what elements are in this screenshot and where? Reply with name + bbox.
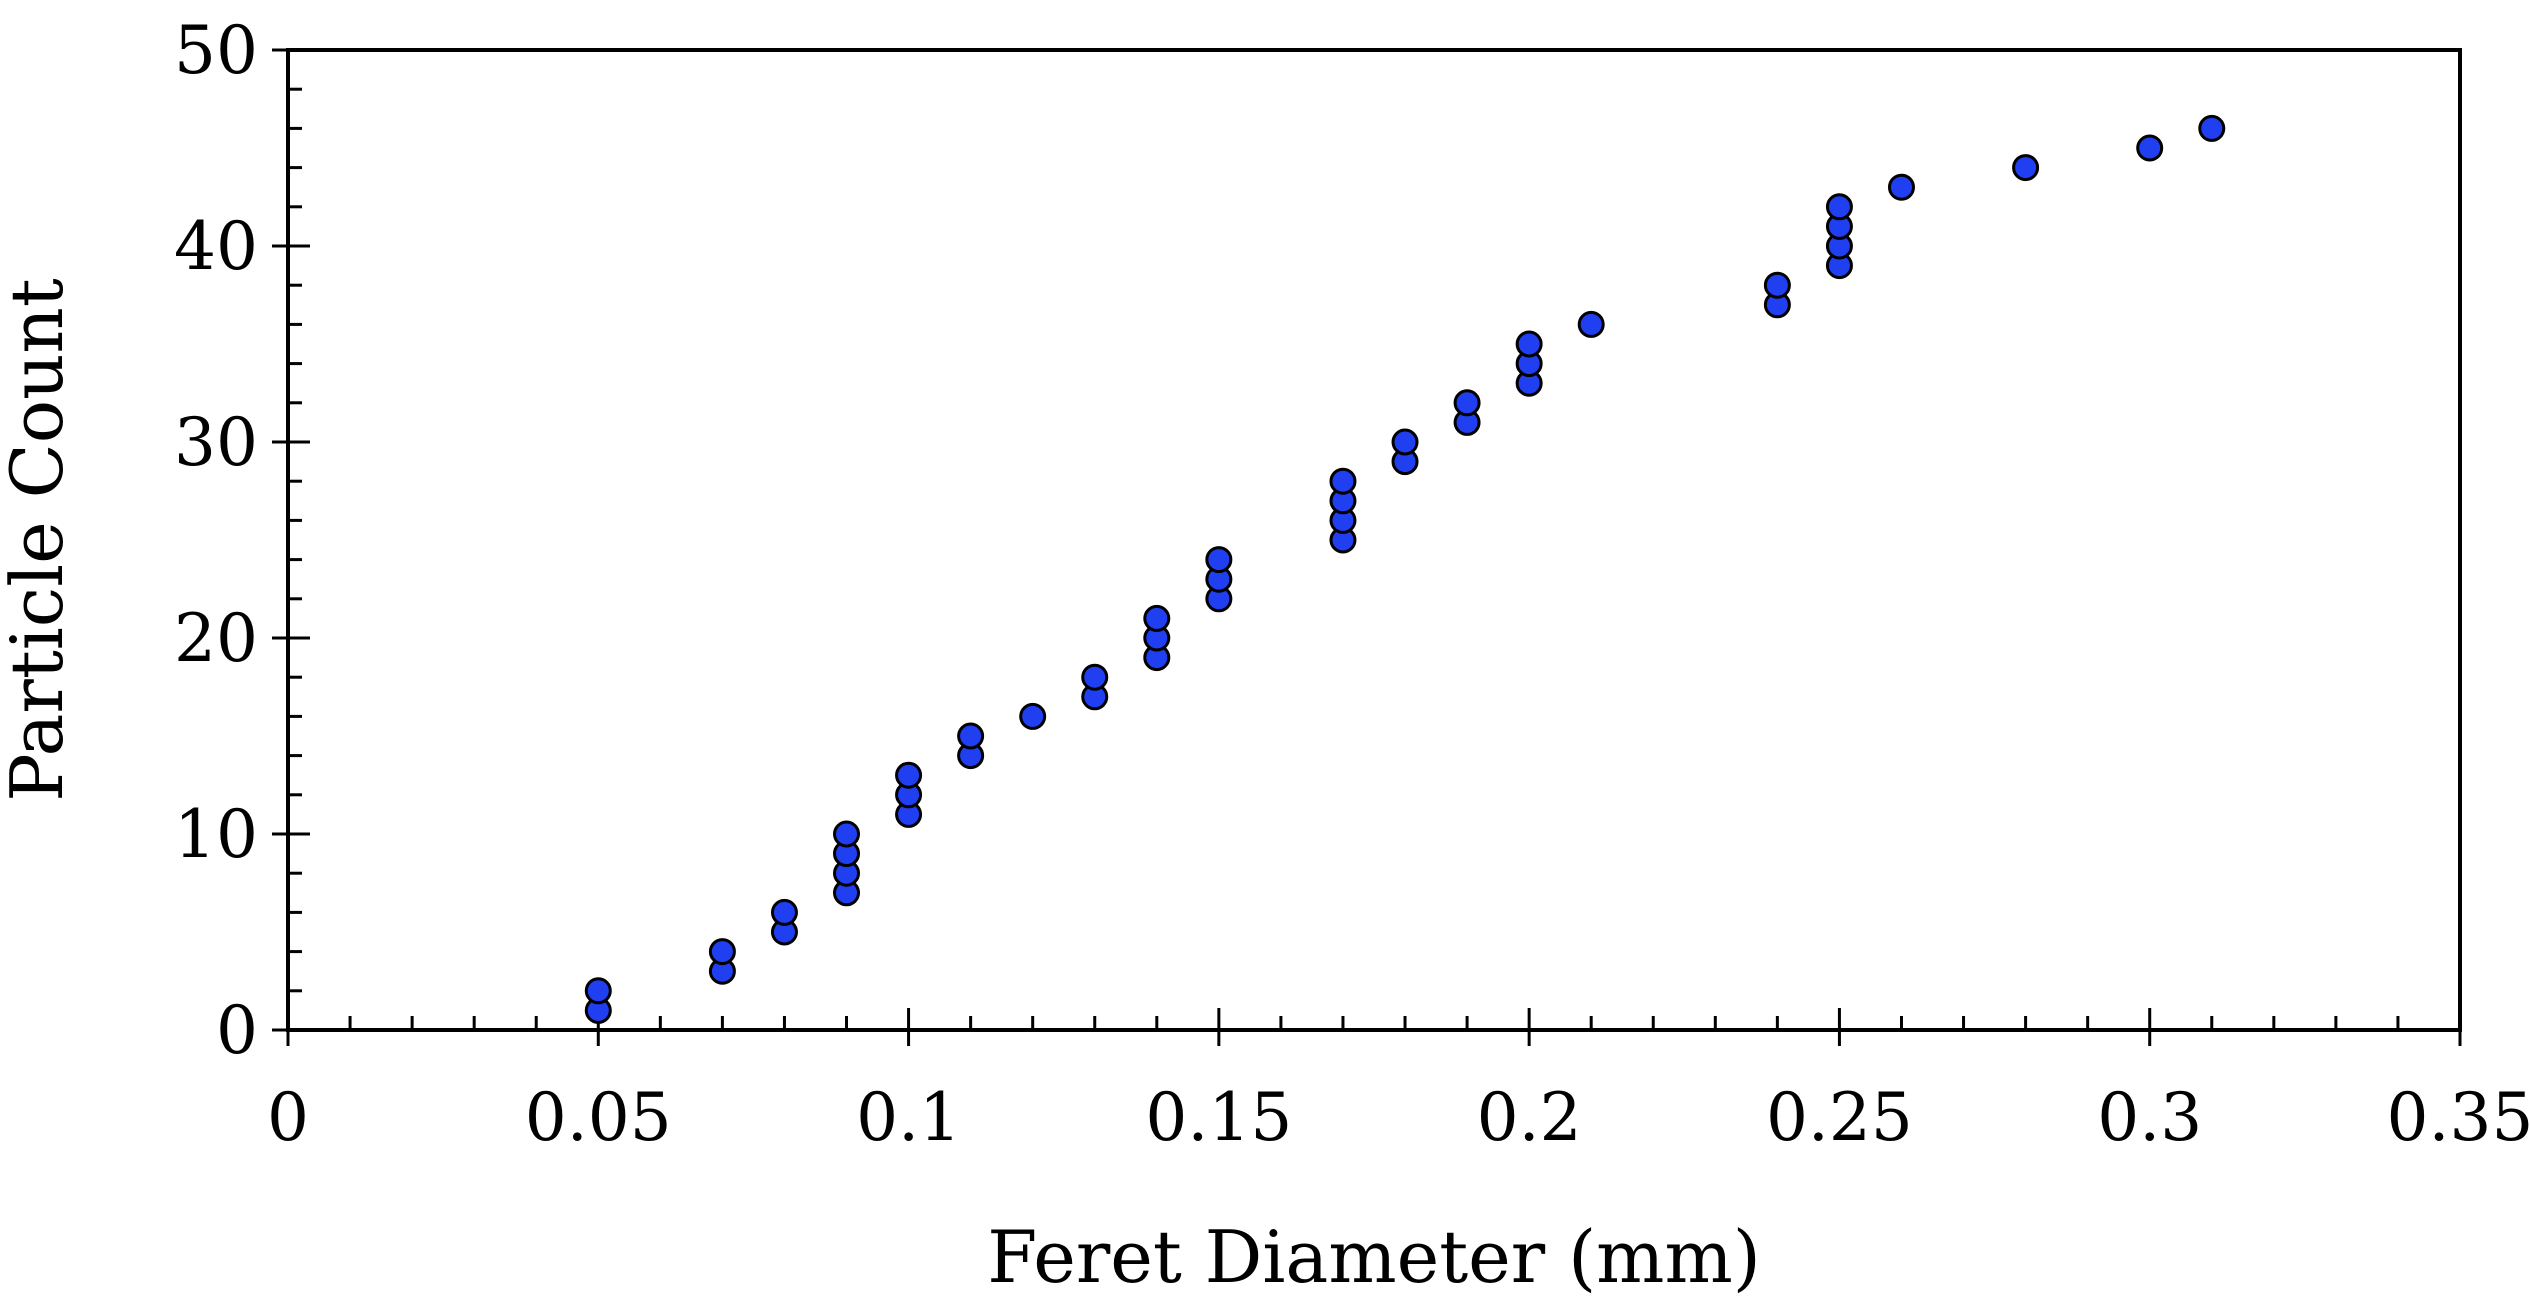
- y-axis-title: Particle Count: [0, 278, 79, 802]
- x-tick-label: 0.3: [2097, 1079, 2202, 1156]
- x-axis-title: Feret Diameter (mm): [987, 1215, 1761, 1299]
- data-point: [2136, 134, 2164, 162]
- data-point: [833, 820, 861, 848]
- minor-ticks: [288, 87, 2400, 1030]
- y-tick-label: 50: [174, 12, 258, 89]
- data-point: [1577, 310, 1605, 338]
- x-tick-label: 0: [267, 1079, 309, 1156]
- data-point: [770, 898, 798, 926]
- x-tick-label: 0.15: [1145, 1079, 1292, 1156]
- data-point: [2012, 154, 2040, 182]
- x-tick-label: 0.05: [525, 1079, 672, 1156]
- data-point: [708, 938, 736, 966]
- data-point: [1825, 193, 1853, 221]
- data-point: [895, 761, 923, 789]
- y-tick-label: 20: [174, 600, 258, 677]
- x-tick-label: 0.35: [2387, 1079, 2530, 1156]
- x-tick-label: 0.25: [1766, 1079, 1913, 1156]
- data-point: [584, 977, 612, 1005]
- data-point: [1515, 330, 1543, 358]
- y-tick-label: 40: [174, 208, 258, 285]
- data-point: [957, 722, 985, 750]
- x-tick-label: 0.1: [856, 1079, 961, 1156]
- major-ticks: [272, 48, 2462, 1046]
- data-point: [2198, 114, 2226, 142]
- y-tick-label: 0: [216, 992, 258, 1069]
- data-point: [1205, 546, 1233, 574]
- data-point: [1019, 702, 1047, 730]
- data-point: [1391, 428, 1419, 456]
- y-tick-labels: 0 10 20 30 40 50: [174, 12, 258, 1069]
- data-points: [584, 114, 2226, 1024]
- data-point: [1329, 467, 1357, 495]
- x-tick-label: 0.2: [1477, 1079, 1582, 1156]
- y-tick-label: 10: [174, 796, 258, 873]
- plot-area-frame: [286, 48, 2462, 1032]
- data-point: [1143, 604, 1171, 632]
- data-point: [1453, 389, 1481, 417]
- data-point: [1081, 663, 1109, 691]
- x-tick-labels: 0 0.05 0.1 0.15 0.2 0.25 0.3 0.35: [267, 1079, 2530, 1156]
- data-point: [1763, 271, 1791, 299]
- data-point: [1887, 173, 1915, 201]
- y-tick-label: 30: [174, 404, 258, 481]
